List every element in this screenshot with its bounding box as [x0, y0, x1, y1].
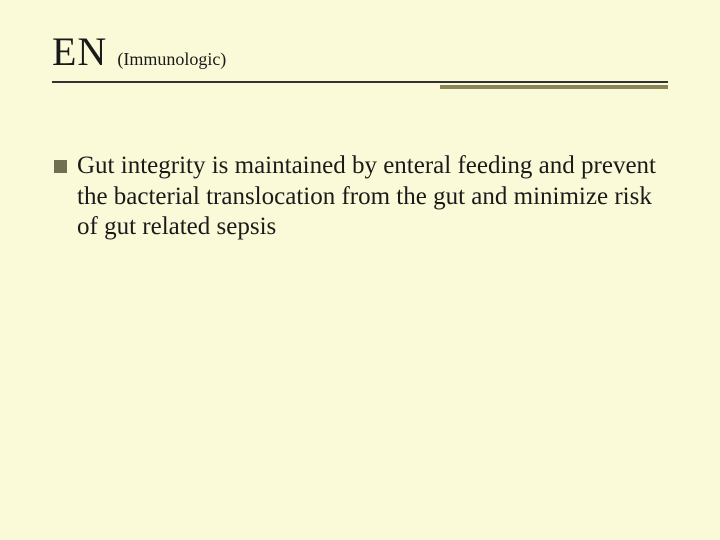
slide: EN (Immunologic) Gut integrity is mainta…	[0, 0, 720, 540]
bullet-text: Gut integrity is maintained by enteral f…	[77, 151, 666, 243]
title-underline	[52, 81, 668, 91]
underline-short	[440, 85, 668, 89]
title-main: EN	[52, 28, 107, 75]
title-sub: (Immunologic)	[117, 49, 226, 70]
underline-long	[52, 81, 668, 83]
bullet-marker-icon	[54, 160, 67, 173]
slide-title: EN (Immunologic)	[52, 28, 668, 75]
bullet-item: Gut integrity is maintained by enteral f…	[54, 151, 666, 243]
slide-body: Gut integrity is maintained by enteral f…	[52, 151, 668, 243]
